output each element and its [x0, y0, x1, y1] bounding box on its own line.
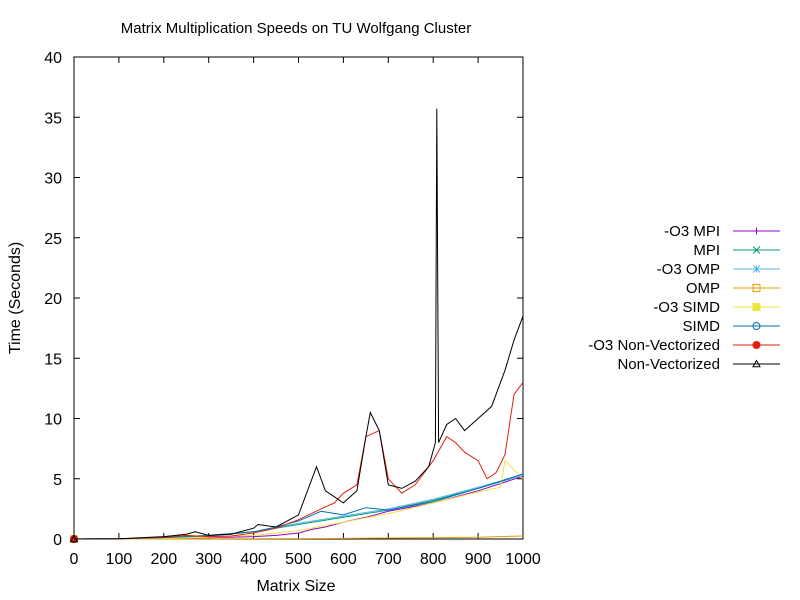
- series-layer: [69, 108, 524, 543]
- x-tick-label: 1000: [505, 551, 541, 568]
- legend-marker: [752, 322, 761, 330]
- legend-marker: [752, 284, 761, 292]
- y-tick-label: 10: [44, 412, 62, 429]
- x-tick-label: 600: [330, 551, 357, 568]
- legend-label: Non-Vectorized: [617, 356, 720, 373]
- x-tick-label: 400: [240, 551, 267, 568]
- x-tick-label: 100: [106, 551, 133, 568]
- legend: -O3 MPI MPI -O3 OMP OMP -O3 SIMD SIMD -O3 Non-…: [588, 223, 780, 373]
- plot-frame: [73, 56, 524, 540]
- series-line-2: [73, 474, 524, 540]
- legend-marker: [752, 246, 761, 254]
- series-line-3: [73, 474, 524, 540]
- series-line-1: [73, 475, 524, 540]
- y-axis-label: Time (Seconds): [7, 242, 24, 354]
- series-line-7: [73, 382, 524, 540]
- legend-label: SIMD: [683, 318, 721, 335]
- y-tick-label: 40: [44, 50, 62, 67]
- series-line-8: [73, 108, 524, 540]
- legend-label: MPI: [693, 242, 720, 259]
- x-tick-label: 200: [150, 551, 177, 568]
- y-tick-label: 0: [53, 532, 62, 549]
- y-tick-label: 35: [44, 110, 62, 127]
- legend-marker: [752, 265, 761, 273]
- x-tick-label: 0: [70, 551, 79, 568]
- legend-label: -O3 SIMD: [653, 299, 720, 316]
- legend-label: -O3 Non-Vectorized: [588, 337, 720, 354]
- series-line-5: [73, 459, 524, 540]
- x-tick-label: 800: [420, 551, 447, 568]
- legend-marker: [752, 359, 761, 368]
- x-tick-label: 500: [285, 551, 312, 568]
- legend-marker: [752, 303, 761, 311]
- series-point-8: [69, 534, 79, 543]
- y-tick-label: 30: [44, 171, 62, 188]
- y-tick-label: 20: [44, 291, 62, 308]
- y-tick-label: 15: [44, 351, 62, 368]
- legend-marker: [753, 227, 760, 235]
- legend-marker: [752, 341, 761, 349]
- chart-title: Matrix Multiplication Speeds on TU Wolfg…: [121, 20, 471, 37]
- x-tick-label: 300: [195, 551, 222, 568]
- legend-label: -O3 MPI: [664, 223, 720, 240]
- y-tick-label: 5: [53, 472, 62, 489]
- x-axis-label: Matrix Size: [256, 578, 335, 595]
- x-tick-label: 900: [465, 551, 492, 568]
- axis-ticks: 0 100 200 300 400 500 600 700 800 900 1000 0 5 10 15 20…: [44, 50, 541, 568]
- x-tick-label: 700: [375, 551, 402, 568]
- series-line-6: [73, 473, 524, 540]
- legend-label: -O3 OMP: [657, 261, 720, 278]
- y-tick-label: 25: [44, 231, 62, 248]
- legend-label: OMP: [686, 280, 720, 297]
